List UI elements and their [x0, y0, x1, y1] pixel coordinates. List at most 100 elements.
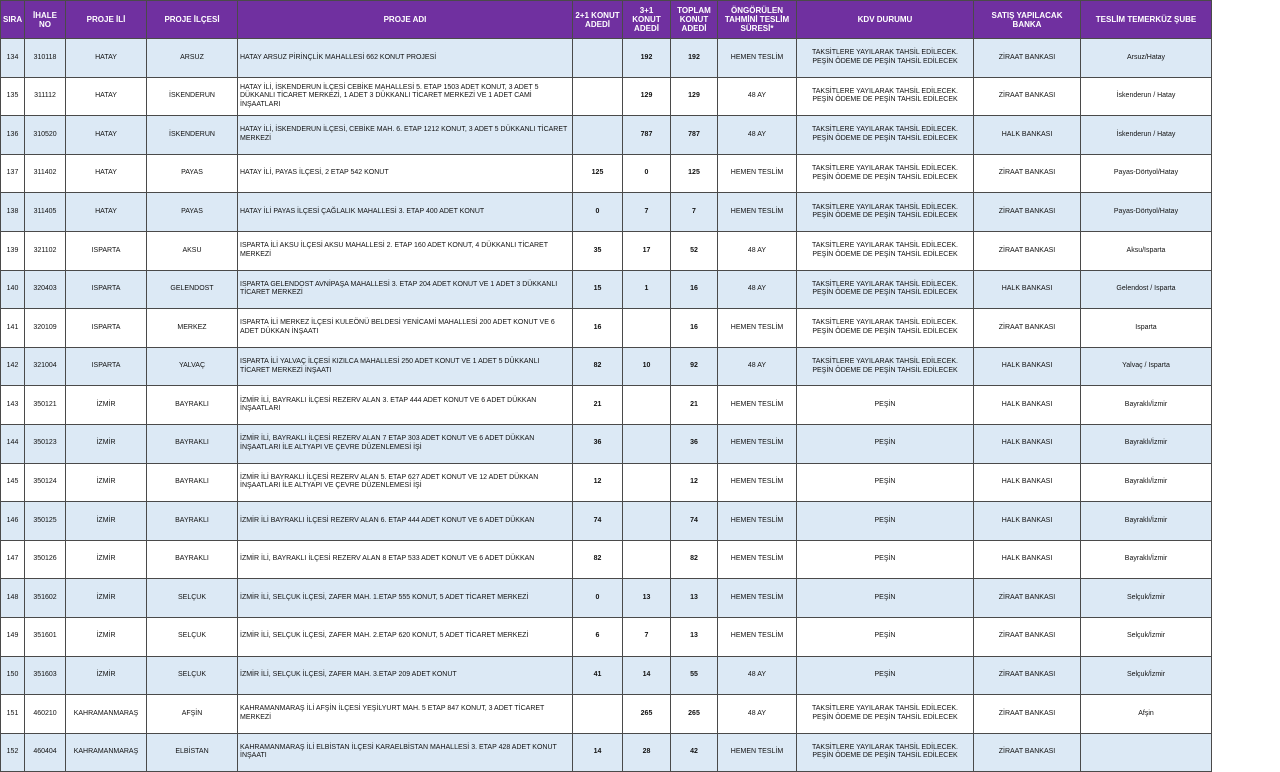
- cell-sira: 135: [0, 76, 25, 117]
- table-row: 136 310520 HATAY İSKENDERUN HATAY İLİ, İ…: [0, 115, 1212, 155]
- cell-teslim-suresi: HEMEN TESLİM: [717, 578, 797, 618]
- cell-teslim-suresi: HEMEN TESLİM: [717, 423, 797, 464]
- cell-teslim-sube: Aksu/Isparta: [1080, 230, 1212, 271]
- table-row: 144 350123 İZMİR BAYRAKLI İZMİR İLİ, BAY…: [0, 423, 1212, 464]
- cell-ihale-no: 350125: [24, 501, 66, 541]
- cell-ihale-no: 351602: [24, 578, 66, 618]
- header-2-1-konut: 2+1 KONUT ADEDİ: [572, 0, 623, 39]
- cell-3-1-konut: 7: [622, 192, 671, 232]
- cell-proje-adi: ISPARTA İLİ MERKEZ İLÇESİ KULEÖNÜ BELDES…: [237, 308, 573, 348]
- cell-kdv-durumu: TAKSİTLERE YAYILARAK TAHSİL EDİLECEK. PE…: [796, 192, 974, 232]
- cell-ilce: İSKENDERUN: [146, 115, 238, 155]
- cell-teslim-suresi: 48 AY: [717, 76, 797, 117]
- cell-ilce: PAYAS: [146, 153, 238, 194]
- cell-teslim-suresi: HEMEN TESLİM: [717, 732, 797, 772]
- table-row: 146 350125 İZMİR BAYRAKLI İZMİR İLİ BAYR…: [0, 501, 1212, 541]
- cell-proje-adi: İZMİR İLİ, SELÇUK İLÇESİ, ZAFER MAH. 1.E…: [237, 578, 573, 618]
- cell-sira: 151: [0, 694, 25, 734]
- cell-teslim-suresi: 48 AY: [717, 230, 797, 271]
- cell-2-1-konut: 74: [572, 501, 623, 541]
- cell-il: İZMİR: [65, 385, 147, 425]
- cell-teslim-suresi: HEMEN TESLİM: [717, 308, 797, 348]
- cell-proje-adi: ISPARTA İLİ YALVAÇ İLÇESİ KIZILCA MAHALL…: [237, 346, 573, 387]
- cell-2-1-konut: 16: [572, 308, 623, 348]
- cell-ihale-no: 320403: [24, 269, 66, 310]
- cell-proje-adi: KAHRAMANMARAŞ İLİ AFŞİN İLÇESİ YEŞİLYURT…: [237, 694, 573, 734]
- cell-ihale-no: 460210: [24, 694, 66, 734]
- cell-sira: 145: [0, 462, 25, 503]
- cell-2-1-konut: 15: [572, 269, 623, 310]
- cell-proje-adi: İZMİR İLİ, SELÇUK İLÇESİ, ZAFER MAH. 2.E…: [237, 616, 573, 657]
- cell-sira: 136: [0, 115, 25, 155]
- cell-ilce: BAYRAKLI: [146, 462, 238, 503]
- cell-sira: 152: [0, 732, 25, 772]
- cell-teslim-sube: İskenderun / Hatay: [1080, 76, 1212, 117]
- cell-ilce: BAYRAKLI: [146, 539, 238, 580]
- cell-il: KAHRAMANMARAŞ: [65, 732, 147, 772]
- table-row: 149 351601 İZMİR SELÇUK İZMİR İLİ, SELÇU…: [0, 616, 1212, 657]
- cell-toplam-konut: 129: [670, 76, 718, 117]
- cell-kdv-durumu: PEŞİN: [796, 462, 974, 503]
- cell-3-1-konut: 129: [622, 76, 671, 117]
- cell-banka: HALK BANKASI: [973, 423, 1081, 464]
- cell-il: ISPARTA: [65, 269, 147, 310]
- cell-il: KAHRAMANMARAŞ: [65, 694, 147, 734]
- cell-kdv-durumu: TAKSİTLERE YAYILARAK TAHSİL EDİLECEK. PE…: [796, 76, 974, 117]
- cell-kdv-durumu: TAKSİTLERE YAYILARAK TAHSİL EDİLECEK. PE…: [796, 308, 974, 348]
- cell-teslim-sube: Bayraklı/İzmir: [1080, 501, 1212, 541]
- cell-toplam-konut: 52: [670, 230, 718, 271]
- cell-banka: ZİRAAT BANKASI: [973, 655, 1081, 696]
- cell-teslim-suresi: HEMEN TESLİM: [717, 462, 797, 503]
- cell-3-1-konut: 265: [622, 694, 671, 734]
- cell-ilce: BAYRAKLI: [146, 423, 238, 464]
- cell-proje-adi: HATAY İLİ PAYAS İLÇESİ ÇAĞLALIK MAHALLES…: [237, 192, 573, 232]
- projects-table: SIRA İHALE NO PROJE İLİ PROJE İLÇESİ PRO…: [0, 0, 1212, 772]
- cell-teslim-sube: Isparta: [1080, 308, 1212, 348]
- cell-teslim-sube: Yalvaç / Isparta: [1080, 346, 1212, 387]
- cell-toplam-konut: 265: [670, 694, 718, 734]
- cell-teslim-suresi: HEMEN TESLİM: [717, 153, 797, 194]
- cell-2-1-konut: [572, 38, 623, 78]
- header-teslim-sube: TESLİM TEMERKÜZ ŞUBE: [1080, 0, 1212, 39]
- cell-il: İZMİR: [65, 655, 147, 696]
- table-row: 138 311405 HATAY PAYAS HATAY İLİ PAYAS İ…: [0, 192, 1212, 232]
- cell-sira: 147: [0, 539, 25, 580]
- cell-il: ISPARTA: [65, 346, 147, 387]
- cell-kdv-durumu: PEŞİN: [796, 423, 974, 464]
- cell-kdv-durumu: PEŞİN: [796, 578, 974, 618]
- cell-ihale-no: 311405: [24, 192, 66, 232]
- cell-3-1-konut: 0: [622, 153, 671, 194]
- cell-il: HATAY: [65, 153, 147, 194]
- header-proje-adi: PROJE ADI: [237, 0, 573, 39]
- cell-toplam-konut: 36: [670, 423, 718, 464]
- cell-ilce: BAYRAKLI: [146, 501, 238, 541]
- cell-il: İZMİR: [65, 539, 147, 580]
- cell-teslim-suresi: 48 AY: [717, 269, 797, 310]
- cell-banka: ZİRAAT BANKASI: [973, 192, 1081, 232]
- cell-toplam-konut: 12: [670, 462, 718, 503]
- cell-il: HATAY: [65, 38, 147, 78]
- cell-ihale-no: 350121: [24, 385, 66, 425]
- cell-2-1-konut: 14: [572, 732, 623, 772]
- table-header: SIRA İHALE NO PROJE İLİ PROJE İLÇESİ PRO…: [0, 0, 1212, 39]
- cell-ihale-no: 310520: [24, 115, 66, 155]
- cell-proje-adi: HATAY İLİ, PAYAS İLÇESİ, 2 ETAP 542 KONU…: [237, 153, 573, 194]
- header-3-1-konut: 3+1 KONUT ADEDİ: [622, 0, 671, 39]
- cell-il: ISPARTA: [65, 230, 147, 271]
- cell-il: İZMİR: [65, 423, 147, 464]
- cell-teslim-sube: Afşin: [1080, 694, 1212, 734]
- cell-ihale-no: 321102: [24, 230, 66, 271]
- cell-il: İZMİR: [65, 578, 147, 618]
- cell-ilce: YALVAÇ: [146, 346, 238, 387]
- cell-teslim-sube: [1080, 732, 1212, 772]
- cell-banka: HALK BANKASI: [973, 462, 1081, 503]
- cell-sira: 138: [0, 192, 25, 232]
- cell-teslim-suresi: HEMEN TESLİM: [717, 539, 797, 580]
- cell-2-1-konut: 35: [572, 230, 623, 271]
- cell-kdv-durumu: PEŞİN: [796, 501, 974, 541]
- table-row: 137 311402 HATAY PAYAS HATAY İLİ, PAYAS …: [0, 153, 1212, 194]
- cell-3-1-konut: 787: [622, 115, 671, 155]
- cell-toplam-konut: 42: [670, 732, 718, 772]
- cell-ilce: MERKEZ: [146, 308, 238, 348]
- cell-2-1-konut: 6: [572, 616, 623, 657]
